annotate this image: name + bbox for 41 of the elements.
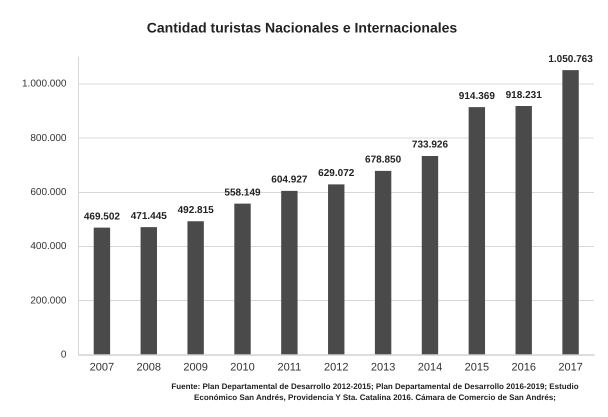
bar: [94, 228, 110, 354]
x-tick-label: 2015: [464, 361, 490, 374]
data-label: 914.369: [458, 90, 496, 102]
x-tick-label: 2013: [370, 361, 396, 374]
x-tick-label: 2008: [136, 361, 162, 374]
bar: [422, 156, 438, 354]
data-label: 492.815: [178, 205, 214, 216]
bar: [374, 170, 392, 354]
y-tick-label: 800.000: [30, 132, 67, 144]
y-tick-label: 400.000: [30, 241, 67, 252]
data-label: 469.502: [84, 211, 120, 222]
x-tick-label: 2007: [90, 361, 114, 374]
data-label: 733.926: [412, 140, 448, 151]
bar: [187, 221, 204, 354]
x-tick-label: 2011: [278, 361, 302, 374]
bar: [328, 184, 344, 354]
bar: [562, 70, 579, 354]
bar: [516, 106, 532, 354]
data-label: 918.231: [506, 90, 542, 101]
data-label: 604.927: [271, 174, 308, 186]
y-tick-label: 200.000: [30, 295, 67, 306]
y-tick-label: 1.000.000: [22, 78, 67, 90]
bar: [468, 107, 486, 354]
bar: [281, 190, 298, 354]
x-tick-label: 2010: [230, 361, 255, 374]
data-label: 629.072: [318, 168, 355, 180]
bar: [234, 204, 251, 354]
x-tick-label: 2012: [324, 361, 348, 374]
y-tick-label: 0: [60, 350, 67, 361]
data-label: 678.850: [365, 154, 402, 166]
x-tick-label: 2017: [558, 361, 583, 374]
x-tick-label: 2009: [183, 361, 208, 374]
x-tick-label: 2016: [511, 361, 536, 374]
x-tick-label: 2014: [418, 361, 442, 374]
chart-title: Cantidad turistas Nacionales e Internacionales: [146, 19, 458, 36]
data-label: 1.050.763: [548, 54, 594, 65]
source-note: Fuente: Plan Departamental de Desarrollo 2012-2015; Plan Departamental de Desarrollo 2016-2019; Estudio Económico San Andrés, Providencia Y Sta. Catalina 2016. Cámara de Comercio de San Andrés;: [170, 381, 580, 403]
data-label: 558.149: [224, 187, 262, 198]
y-tick-label: 600.000: [30, 187, 67, 198]
data-label: 471.445: [130, 210, 168, 222]
bar: [140, 227, 157, 354]
